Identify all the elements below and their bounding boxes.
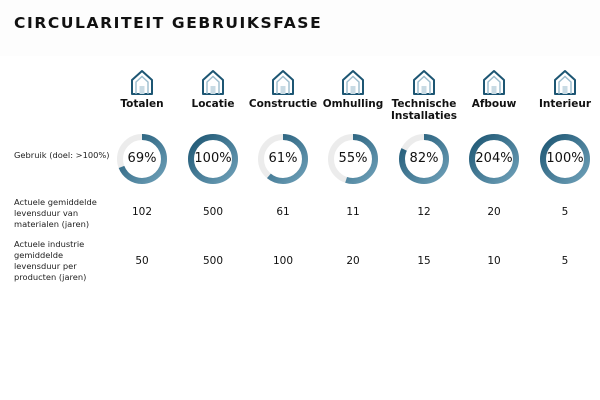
usage-percentage: 69%	[127, 151, 157, 166]
column-header-interieur: Interieur	[529, 68, 600, 111]
column-label: Afbouw	[471, 98, 517, 110]
page-header: CIRCULARITEIT GEBRUIKSFASE	[0, 0, 600, 56]
usage-ring-locatie: 100%	[187, 133, 239, 185]
column-label: Technische Installaties	[390, 98, 457, 122]
actuele-levensduur-value: 500	[202, 206, 224, 218]
ring-progress	[328, 134, 378, 184]
row-label-actuele-levensduur: Actuele gemiddelde levensduur van materi…	[14, 197, 97, 229]
house-interior-icon	[554, 70, 576, 95]
actuele-levensduur-value: 102	[131, 206, 153, 218]
page-title: CIRCULARITEIT GEBRUIKSFASE	[14, 14, 323, 32]
usage-percentage: 100%	[546, 151, 584, 166]
house-structure-icon	[272, 70, 294, 95]
ring-progress	[399, 134, 449, 184]
column-label: Locatie	[191, 98, 235, 110]
actuele-levensduur-value: 5	[561, 206, 569, 218]
house-envelope-icon	[342, 70, 364, 95]
usage-percentage: 82%	[409, 151, 439, 166]
column-header-omhulling: Omhulling	[317, 68, 389, 111]
ring-progress	[258, 134, 308, 184]
house-installations-icon	[413, 70, 435, 95]
usage-ring-afbouw: 204%	[468, 133, 520, 185]
actuele-levensduur-value: 20	[487, 206, 501, 218]
actuele-levensduur-value: 61	[276, 206, 290, 218]
column-header-technische-installaties: Technische Installaties	[388, 68, 460, 122]
usage-percentage: 55%	[338, 151, 368, 166]
actuele-levensduur-value: 11	[346, 206, 360, 218]
industrie-levensduur-value: 500	[202, 255, 224, 267]
column-label: Totalen	[120, 98, 164, 110]
usage-ring-technische-installaties: 82%	[398, 133, 450, 185]
usage-percentage: 61%	[268, 151, 298, 166]
actuele-levensduur-value: 12	[417, 206, 431, 218]
house-location-icon	[202, 70, 224, 95]
usage-ring-interieur: 100%	[539, 133, 591, 185]
column-header-locatie: Locatie	[177, 68, 249, 111]
ring-progress	[540, 134, 590, 184]
column-label: Omhulling	[322, 98, 384, 110]
industrie-levensduur-value: 15	[417, 255, 431, 267]
ring-progress	[117, 134, 167, 184]
usage-percentage: 204%	[475, 151, 513, 166]
industrie-levensduur-value: 20	[346, 255, 360, 267]
usage-ring-omhulling: 55%	[327, 133, 379, 185]
usage-percentage: 100%	[194, 151, 232, 166]
ring-progress	[188, 134, 238, 184]
industrie-levensduur-value: 100	[272, 255, 294, 267]
usage-ring-constructie: 61%	[257, 133, 309, 185]
ring-progress	[469, 134, 519, 184]
column-header-constructie: Constructie	[247, 68, 319, 111]
column-header-totalen: Totalen	[106, 68, 178, 111]
column-label: Constructie	[248, 98, 318, 110]
row-label-gebruik: Gebruik (doel: >100%)	[14, 150, 110, 160]
column-header-afbouw: Afbouw	[458, 68, 530, 111]
column-label: Interieur	[538, 98, 592, 110]
usage-ring-totalen: 69%	[116, 133, 168, 185]
industrie-levensduur-value: 50	[135, 255, 149, 267]
house-finishing-icon	[483, 70, 505, 95]
row-label-industrie-levensduur: Actuele industrie gemiddelde levensduur …	[14, 239, 87, 282]
house-totals-icon	[131, 70, 153, 95]
industrie-levensduur-value: 5	[561, 255, 569, 267]
industrie-levensduur-value: 10	[487, 255, 501, 267]
